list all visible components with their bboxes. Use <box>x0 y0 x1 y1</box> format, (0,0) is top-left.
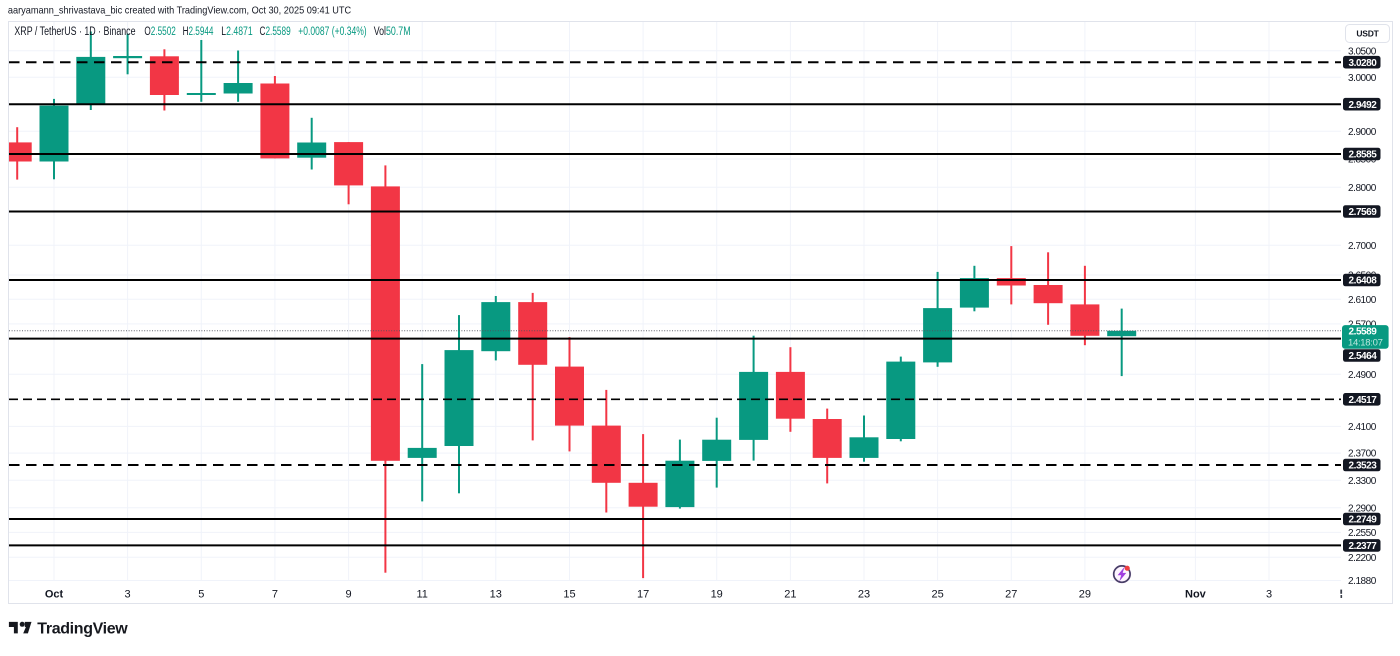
svg-text:17: 17 <box>637 589 649 601</box>
svg-text:XRP / TetherUS · 1D · Binance: XRP / TetherUS · 1D · Binance <box>14 25 135 39</box>
svg-text:C2.5589: C2.5589 <box>260 26 291 39</box>
svg-text:2.3523: 2.3523 <box>1349 461 1378 472</box>
svg-text:2.2749: 2.2749 <box>1349 515 1378 526</box>
svg-text:23: 23 <box>858 589 870 601</box>
svg-text:2.7569: 2.7569 <box>1349 207 1378 218</box>
svg-text:5: 5 <box>198 589 204 601</box>
svg-text:2.4517: 2.4517 <box>1349 395 1378 406</box>
svg-text:3.0280: 3.0280 <box>1349 58 1378 69</box>
svg-text:7: 7 <box>272 589 278 601</box>
svg-text:2.2550: 2.2550 <box>1348 528 1377 539</box>
svg-text:27: 27 <box>1005 589 1017 601</box>
svg-text:2.5700: 2.5700 <box>1348 320 1377 331</box>
svg-text:USDT: USDT <box>1356 29 1379 39</box>
svg-text:2.6100: 2.6100 <box>1348 295 1377 306</box>
svg-text:TradingView: TradingView <box>37 620 128 637</box>
svg-text:2.2200: 2.2200 <box>1348 553 1377 564</box>
svg-text:L2.4871: L2.4871 <box>221 26 253 39</box>
svg-text:11: 11 <box>416 589 427 601</box>
svg-text:aaryamann_shrivastava_bic crea: aaryamann_shrivastava_bic created with T… <box>8 5 351 16</box>
svg-text:14:18:07: 14:18:07 <box>1348 337 1383 348</box>
svg-text:Nov: Nov <box>1185 589 1207 601</box>
svg-text:2.8585: 2.8585 <box>1349 150 1378 161</box>
svg-text:2.1880: 2.1880 <box>1348 576 1377 587</box>
svg-text:2.2377: 2.2377 <box>1349 541 1378 552</box>
svg-text:2.9492: 2.9492 <box>1349 100 1378 111</box>
svg-text:13: 13 <box>490 589 502 601</box>
svg-text:2.5464: 2.5464 <box>1349 351 1378 362</box>
svg-text:15: 15 <box>563 589 575 601</box>
svg-text:3: 3 <box>1266 589 1272 601</box>
svg-text:2.6408: 2.6408 <box>1349 276 1378 287</box>
svg-text:2.3300: 2.3300 <box>1348 476 1377 487</box>
svg-text:2.8000: 2.8000 <box>1348 183 1377 194</box>
svg-text:H2.5944: H2.5944 <box>183 26 214 39</box>
svg-text:O2.5502: O2.5502 <box>144 26 176 39</box>
svg-text:19: 19 <box>711 589 723 601</box>
svg-text:29: 29 <box>1079 589 1091 601</box>
svg-text:2.9000: 2.9000 <box>1348 127 1377 138</box>
svg-text:Oct: Oct <box>45 589 64 601</box>
svg-text:3: 3 <box>125 589 131 601</box>
svg-text:2.2900: 2.2900 <box>1348 503 1377 514</box>
svg-text:2.7000: 2.7000 <box>1348 241 1377 252</box>
svg-text:21: 21 <box>784 589 796 601</box>
svg-text:2.4100: 2.4100 <box>1348 422 1377 433</box>
svg-text:Vol50.7M: Vol50.7M <box>374 25 411 39</box>
svg-text:2.5589: 2.5589 <box>1349 327 1378 338</box>
svg-text:2.4900: 2.4900 <box>1348 370 1377 381</box>
svg-text:2.3700: 2.3700 <box>1348 449 1377 460</box>
svg-text:3.0500: 3.0500 <box>1348 46 1377 57</box>
svg-text:3.0000: 3.0000 <box>1348 73 1377 84</box>
svg-text:+0.0087 (+0.34%): +0.0087 (+0.34%) <box>298 26 366 39</box>
svg-text:25: 25 <box>931 589 943 601</box>
svg-text:9: 9 <box>346 589 352 601</box>
